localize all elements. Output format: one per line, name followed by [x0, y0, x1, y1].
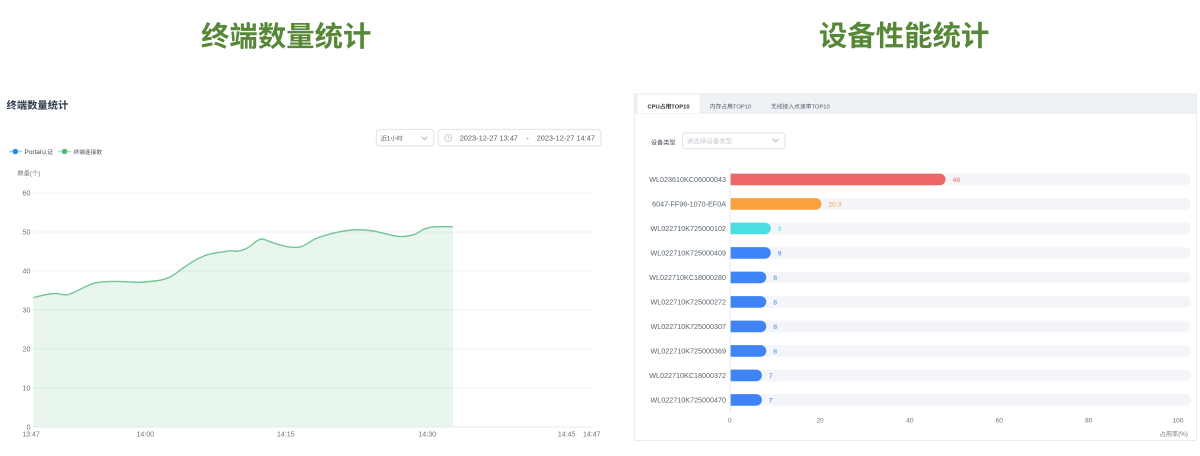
- svg-text:14:47: 14:47: [583, 432, 601, 439]
- svg-text:TOP10: TOP10: [812, 104, 830, 110]
- svg-text:10: 10: [23, 384, 31, 393]
- svg-text:100: 100: [1172, 417, 1183, 424]
- svg-text:WL022710K725000409: WL022710K725000409: [650, 248, 726, 257]
- svg-text:WL022710KC18000280: WL022710KC18000280: [649, 273, 726, 282]
- svg-text:30: 30: [23, 306, 31, 315]
- svg-text:8: 8: [773, 275, 777, 282]
- svg-text:7: 7: [769, 373, 773, 380]
- svg-text:2023-12-27 14:47: 2023-12-27 14:47: [537, 134, 595, 143]
- svg-text:60: 60: [996, 417, 1004, 424]
- svg-text:Portal: Portal: [24, 149, 42, 156]
- svg-text:TOP10: TOP10: [671, 104, 689, 110]
- svg-text:WL023610KC06000043: WL023610KC06000043: [649, 175, 726, 184]
- svg-text:(: (: [30, 170, 33, 177]
- svg-text:WL022710K725000470: WL022710K725000470: [650, 395, 726, 404]
- svg-text:48: 48: [953, 177, 961, 184]
- svg-text:9: 9: [778, 250, 782, 257]
- svg-text:50: 50: [23, 228, 31, 237]
- svg-text:20: 20: [23, 345, 31, 354]
- svg-text:20: 20: [816, 417, 824, 424]
- svg-text:6047-FF96-1070-EF0A: 6047-FF96-1070-EF0A: [652, 199, 726, 208]
- svg-text:-: -: [526, 134, 529, 143]
- svg-text:40: 40: [906, 417, 914, 424]
- svg-text:0: 0: [728, 417, 732, 424]
- svg-text:14:15: 14:15: [277, 432, 295, 439]
- svg-text:8: 8: [773, 348, 777, 355]
- svg-text:WL022710K725000272: WL022710K725000272: [650, 297, 726, 306]
- svg-text:1: 1: [387, 136, 391, 143]
- svg-text:14:00: 14:00: [137, 432, 155, 439]
- svg-text:WL022710KC18000372: WL022710KC18000372: [649, 371, 726, 380]
- svg-text:40: 40: [23, 267, 31, 276]
- svg-text:80: 80: [1085, 417, 1093, 424]
- svg-text:WL022710K725000369: WL022710K725000369: [650, 346, 726, 355]
- svg-text:8: 8: [773, 299, 777, 306]
- svg-text:14:45: 14:45: [558, 432, 576, 439]
- svg-text:CPU: CPU: [648, 104, 660, 110]
- svg-text:2023-12-27 13:47: 2023-12-27 13:47: [460, 134, 518, 143]
- svg-text:14:30: 14:30: [419, 432, 437, 439]
- svg-text:WL022710K725000102: WL022710K725000102: [650, 224, 726, 233]
- svg-text:20.3: 20.3: [828, 201, 841, 208]
- svg-text:(%): (%): [1178, 431, 1188, 438]
- svg-text:TOP10: TOP10: [733, 104, 751, 110]
- svg-text:9: 9: [778, 226, 782, 233]
- svg-text:7: 7: [769, 397, 773, 404]
- svg-text:8: 8: [773, 324, 777, 331]
- svg-text:13:47: 13:47: [22, 432, 40, 439]
- svg-text:WL022710K725000307: WL022710K725000307: [650, 322, 726, 331]
- svg-text:0: 0: [27, 423, 31, 432]
- svg-text:): ): [38, 170, 40, 177]
- svg-text:60: 60: [23, 189, 31, 198]
